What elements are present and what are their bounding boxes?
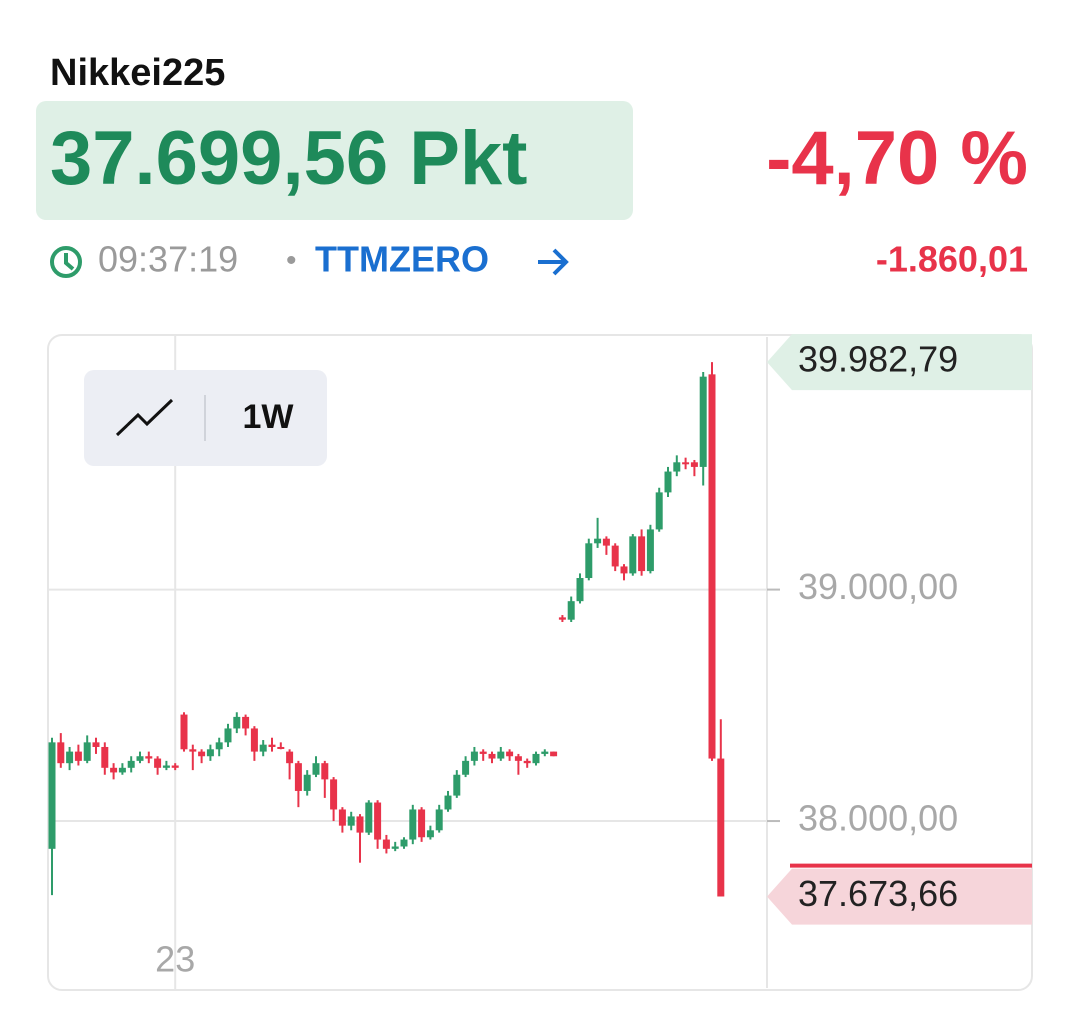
- x-tick-label: 23: [155, 939, 195, 980]
- candle-body: [629, 536, 637, 574]
- candle-body: [136, 756, 144, 761]
- price-box: [36, 101, 633, 220]
- candle-body: [66, 751, 74, 764]
- candle-body: [506, 751, 514, 757]
- candle-body: [321, 763, 329, 780]
- price-tag: [767, 334, 1032, 391]
- candle-body: [154, 758, 162, 768]
- candle-body: [365, 802, 373, 833]
- y-tick-label: 39.000,00: [798, 566, 958, 607]
- candle-body: [74, 751, 82, 761]
- candle-body: [233, 716, 241, 729]
- candle-body: [259, 744, 267, 752]
- candle-body: [523, 760, 531, 764]
- candle-body: [101, 746, 109, 768]
- candle-body: [83, 742, 91, 761]
- change-percent: -4,70 %: [766, 116, 1028, 201]
- plot: 38.000,00 39.000,00 23 39.982,79 37.673,66: [48, 334, 1032, 990]
- candle-body: [462, 760, 470, 775]
- price-tag: [767, 868, 1032, 925]
- change-absolute: -1.860,01: [876, 239, 1028, 280]
- candle-body: [268, 744, 276, 747]
- candle-body: [453, 774, 461, 796]
- candle-body: [277, 746, 285, 749]
- candle-body: [356, 816, 364, 833]
- candle-body: [242, 716, 250, 729]
- candle-body: [48, 742, 56, 849]
- candle-body: [646, 529, 654, 572]
- candle-body: [435, 809, 443, 831]
- candle-body: [682, 462, 690, 465]
- y-tick-label: 38.000,00: [798, 798, 958, 839]
- candle-body: [620, 566, 628, 574]
- arrow-icon[interactable]: [538, 248, 569, 276]
- index-name: Nikkei225: [50, 52, 225, 94]
- candle-body: [602, 538, 610, 546]
- candle-body: [690, 462, 698, 467]
- chart-card: [47, 334, 1033, 991]
- candle-body: [110, 767, 118, 773]
- candle-body: [611, 545, 619, 567]
- candle-body: [426, 830, 434, 838]
- candle-body: [145, 756, 153, 759]
- candle-body: [699, 376, 707, 467]
- candle-body: [374, 802, 382, 840]
- candle-body: [215, 742, 223, 750]
- candle-body: [470, 751, 478, 761]
- candle-body: [294, 763, 302, 791]
- candle-body: [198, 751, 206, 757]
- separator: •: [286, 244, 297, 277]
- candle-body: [558, 617, 566, 620]
- candle-body: [180, 714, 188, 750]
- candle-body: [92, 742, 100, 747]
- candle-body: [330, 779, 338, 810]
- candle-body: [382, 839, 390, 849]
- candle-body: [585, 543, 593, 579]
- candle-body: [664, 471, 672, 493]
- candle-body: [347, 816, 355, 826]
- price: 37.699,56 Pkt: [50, 116, 528, 201]
- candle-body: [286, 751, 294, 764]
- candle-body: [171, 765, 179, 768]
- candle-body: [444, 795, 452, 810]
- candle-body: [409, 809, 417, 840]
- candle-body: [118, 767, 126, 773]
- candle-body: [541, 751, 549, 754]
- candle-body: [57, 742, 65, 764]
- candle-body: [338, 809, 346, 826]
- candle-body: [497, 751, 505, 759]
- price-tag-label: 37.673,66: [798, 873, 958, 914]
- range-label[interactable]: 1W: [243, 398, 295, 436]
- candle-body: [312, 763, 320, 775]
- candle-body: [514, 756, 522, 761]
- candle-body: [708, 374, 716, 759]
- candle-body: [567, 601, 575, 620]
- candle-body: [488, 753, 496, 759]
- candle-body: [162, 765, 170, 768]
- candle-body: [550, 751, 558, 757]
- candle-body: [655, 492, 663, 530]
- candle-body: [250, 728, 258, 752]
- candle-body: [391, 846, 399, 849]
- candle-body: [189, 749, 197, 752]
- candle-body: [418, 809, 426, 838]
- candle-body: [638, 536, 646, 572]
- candle-body: [206, 749, 214, 757]
- candle-body: [127, 760, 135, 768]
- candle-body: [479, 751, 487, 754]
- source-link[interactable]: TTMZERO: [315, 239, 489, 280]
- candle-body: [400, 839, 408, 847]
- candle-body: [303, 774, 311, 791]
- line-icon[interactable]: [115, 398, 174, 437]
- candle-body: [224, 728, 232, 743]
- candle-body: [576, 578, 584, 602]
- candle-body: [532, 753, 540, 764]
- candle-body: [594, 538, 602, 544]
- candle-body: [673, 462, 681, 472]
- time: 09:37:19: [98, 239, 238, 280]
- candle-body: [717, 758, 725, 897]
- price-tag-label: 39.982,79: [798, 339, 958, 380]
- clock-icon: [50, 246, 82, 278]
